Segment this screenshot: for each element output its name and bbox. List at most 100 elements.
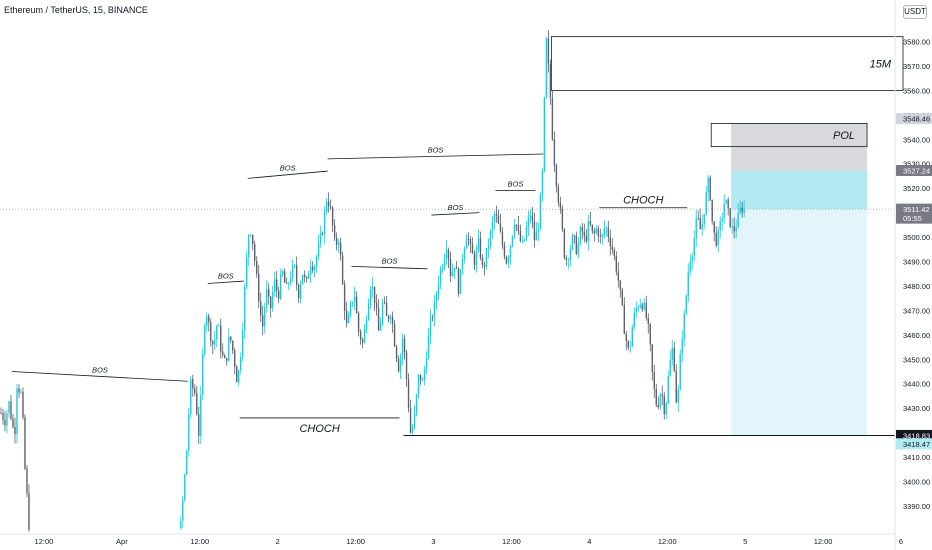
bos-line	[327, 153, 544, 160]
candle-body	[469, 239, 472, 245]
candle-body	[617, 271, 620, 281]
time-tick-label: 3	[431, 537, 435, 546]
candle-body	[339, 242, 342, 256]
time-tick-label: 5	[743, 537, 747, 546]
candle-body	[228, 336, 230, 361]
price-label-box	[896, 113, 932, 125]
price-tick-label: 3450.00	[903, 355, 930, 364]
candle-body	[329, 206, 332, 208]
candle-body	[719, 221, 721, 231]
candle-body	[427, 335, 430, 359]
annotation-labels-layer: 15M POL BOS BOS BOS BOS BOS BOS BOS CHOCH CHOCH	[92, 59, 892, 435]
candle-body	[279, 275, 282, 299]
candle-body	[317, 243, 320, 257]
candle-body	[244, 286, 246, 331]
candle-body	[373, 286, 376, 303]
candle-body	[367, 304, 370, 320]
price-label: 3548.46	[903, 115, 930, 124]
candle-body	[341, 255, 344, 285]
chart-title: Ethereum / TetherUS, 15, BINANCE	[4, 5, 148, 15]
candle-body	[289, 278, 292, 284]
price-label-time: 05:55	[903, 214, 922, 223]
candle-body	[663, 395, 665, 415]
candle-body	[575, 235, 578, 255]
candle-body	[180, 520, 182, 528]
price-tick-label: 3500.00	[903, 233, 930, 242]
candle-body	[723, 203, 725, 219]
candle-body	[659, 394, 661, 408]
candle-body	[643, 302, 645, 310]
candle-body	[4, 419, 6, 426]
candle-body	[216, 325, 218, 340]
candle-body	[248, 234, 250, 258]
choch-label: CHOCH	[623, 195, 663, 207]
candle-body	[273, 279, 276, 293]
candle-body	[613, 249, 616, 257]
candle-body	[635, 307, 637, 313]
candle-body	[515, 224, 518, 226]
candle-body	[721, 218, 723, 222]
bos-label: BOS	[382, 257, 398, 266]
candle-body	[184, 474, 186, 500]
time-axis[interactable]: 12:00 Apr 12:00 2 12:00 3 12:00 4 12:00 5 12:00 6	[0, 533, 903, 546]
bos-label: BOS	[218, 271, 234, 280]
candle-body	[347, 315, 350, 323]
candle-body	[299, 284, 302, 299]
candle-body	[224, 355, 226, 359]
candle-body	[603, 228, 606, 235]
candle-body	[605, 227, 608, 229]
candle-body	[234, 350, 236, 367]
candle-body	[525, 227, 528, 240]
candle-body	[242, 330, 244, 358]
candle-body	[262, 315, 264, 327]
candle-body	[673, 347, 675, 371]
candle-body	[407, 379, 410, 409]
candle-body	[739, 207, 741, 213]
currency-button[interactable]: USDT	[903, 5, 927, 19]
candle-body	[413, 412, 416, 428]
candle-body	[589, 221, 592, 225]
candle-body	[563, 229, 566, 258]
candle-body	[683, 313, 685, 340]
candle-body	[741, 207, 743, 213]
candle-body	[323, 211, 326, 235]
candle-body	[2, 413, 4, 420]
time-tick-label: 6	[899, 537, 903, 546]
candle-body	[281, 271, 284, 276]
candle-body	[593, 231, 596, 234]
candle-body	[655, 388, 657, 406]
price-tick-label: 3470.00	[903, 306, 930, 315]
candle-body	[447, 249, 450, 259]
candle-body	[687, 272, 689, 297]
candle-body	[569, 249, 572, 260]
candle-body	[631, 327, 633, 347]
candle-body	[435, 294, 438, 302]
price-tick-label: 3560.00	[903, 86, 930, 95]
candle-body	[547, 38, 550, 65]
annotation-lines-layer	[0, 153, 895, 436]
candle-body	[343, 284, 346, 311]
price-axis[interactable]: 3390.003400.003410.003420.003430.003440.…	[894, 0, 932, 550]
candle-body	[533, 221, 536, 241]
candle-body	[483, 264, 486, 267]
candle-body	[639, 304, 641, 308]
candle-body	[16, 388, 18, 435]
candle-body	[649, 323, 651, 345]
candle-body	[695, 218, 697, 239]
candle-body	[445, 249, 448, 259]
candle-body	[258, 273, 260, 302]
candle-body	[291, 265, 294, 279]
candle-body	[637, 307, 639, 309]
candle-body	[208, 316, 210, 323]
price-tick-label: 3440.00	[903, 380, 930, 389]
candle-body	[385, 302, 388, 316]
candle-body	[351, 301, 354, 304]
candle-body	[182, 499, 184, 521]
candle-body	[713, 221, 715, 233]
candle-body	[293, 265, 296, 267]
candle-body	[417, 374, 420, 395]
candle-body	[577, 243, 580, 255]
candle-body	[252, 234, 254, 245]
price-tick-label: 3410.00	[903, 453, 930, 462]
